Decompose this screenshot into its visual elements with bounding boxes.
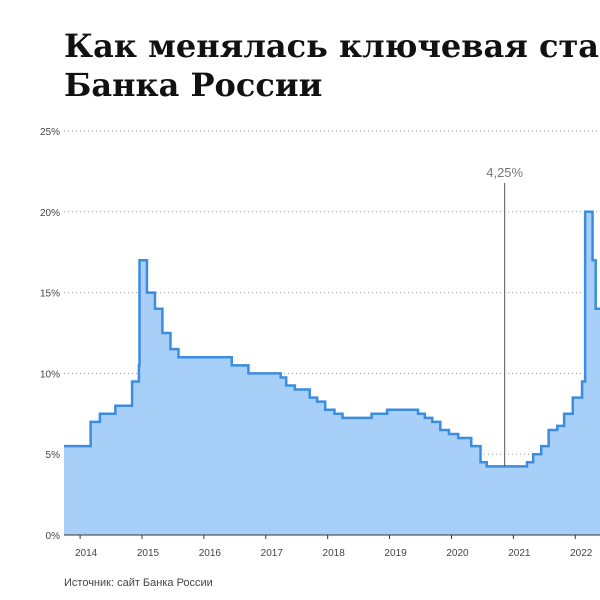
y-tick-label: 20%	[40, 208, 60, 219]
x-tick-label: 2022	[570, 548, 593, 559]
y-tick-label: 25%	[40, 127, 60, 138]
chart-title: Как менялась ключевая ста	[64, 27, 599, 65]
annotation-label: 4,25%	[486, 165, 523, 180]
x-tick-label: 2021	[508, 548, 531, 559]
x-tick-label: 2017	[261, 548, 284, 559]
x-tick-label: 2019	[384, 548, 407, 559]
x-tick-label: 2020	[446, 548, 469, 559]
y-tick-label: 0%	[46, 531, 61, 542]
x-tick-label: 2016	[199, 548, 222, 559]
y-tick-label: 15%	[40, 289, 60, 300]
area	[64, 211, 600, 536]
y-tick-label: 10%	[40, 369, 60, 380]
chart-title: Банка России	[64, 66, 322, 104]
y-tick-label: 5%	[46, 450, 61, 461]
line	[64, 210, 600, 468]
x-tick-label: 2015	[137, 548, 160, 559]
x-tick-label: 2018	[323, 548, 346, 559]
source-note: Источник: сайт Банка России	[64, 577, 213, 589]
x-tick-label: 2014	[75, 548, 98, 559]
